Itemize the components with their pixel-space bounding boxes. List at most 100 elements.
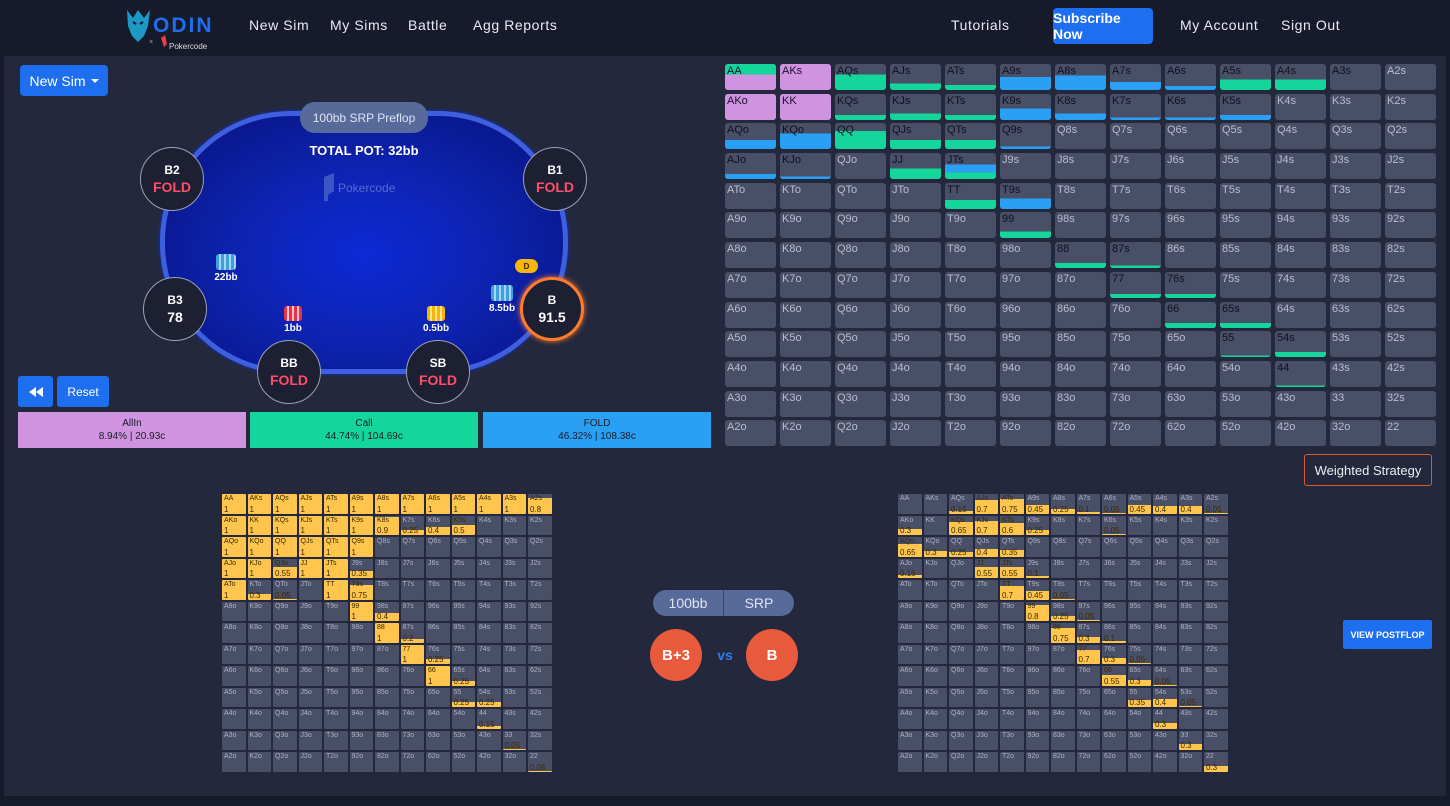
range-cell[interactable]: 43s [1330, 360, 1381, 387]
range-cell[interactable]: T2s [1385, 182, 1436, 209]
range-cell[interactable]: J2s [1385, 153, 1436, 180]
range-cell[interactable]: A6o [725, 301, 776, 328]
range-cell[interactable]: Q4o [835, 360, 886, 387]
subscribe-button[interactable]: Subscribe Now [1053, 8, 1153, 44]
range-cell[interactable]: 74o [1110, 360, 1161, 387]
range-cell[interactable]: Q7s [1110, 123, 1161, 150]
range-cell[interactable]: AKo [725, 93, 776, 120]
range-cell[interactable]: KK [780, 93, 831, 120]
nav-new-sim[interactable]: New Sim [249, 17, 310, 33]
range-cell[interactable]: AA [725, 64, 776, 90]
range-cell[interactable]: Q5o [835, 331, 886, 358]
range-cell[interactable]: J4o [890, 360, 941, 387]
range-cell[interactable]: T6s [1165, 182, 1216, 209]
action-allin[interactable]: AllIn 8.94% | 20.93c [18, 412, 246, 448]
range-cell[interactable]: 96o [1000, 301, 1051, 328]
range-cell[interactable]: T3s [1330, 182, 1381, 209]
nav-tutorials[interactable]: Tutorials [951, 17, 1010, 33]
range-cell[interactable]: Q2s [1385, 123, 1436, 150]
range-cell[interactable]: J2o [890, 420, 941, 447]
range-cell[interactable]: QQ [835, 123, 886, 150]
range-cell[interactable]: 64o [1165, 360, 1216, 387]
range-cell[interactable]: A7o [725, 271, 776, 298]
range-cell[interactable]: JTo [890, 182, 941, 209]
range-cell[interactable]: 52s [1385, 331, 1436, 358]
range-cell[interactable]: 93s [1330, 212, 1381, 239]
range-cell[interactable]: T7o [945, 271, 996, 298]
range-cell[interactable]: 62o [1165, 420, 1216, 447]
range-cell[interactable]: 63s [1330, 301, 1381, 328]
range-cell[interactable]: T4o [945, 360, 996, 387]
range-cell[interactable]: 95s [1220, 212, 1271, 239]
range-cell[interactable]: J7s [1110, 153, 1161, 180]
view-postflop-button[interactable]: VIEW POSTFLOP [1343, 620, 1432, 649]
range-cell[interactable]: 98o [1000, 242, 1051, 269]
range-cell[interactable]: J7o [890, 271, 941, 298]
range-cell[interactable]: 86s [1165, 242, 1216, 269]
range-cell[interactable]: Q8o [835, 242, 886, 269]
range-cell[interactable]: K9s [1000, 93, 1051, 120]
new-sim-dropdown[interactable]: New Sim [20, 65, 108, 96]
range-cell[interactable]: T5o [945, 331, 996, 358]
range-cell[interactable]: J6o [890, 301, 941, 328]
range-cell[interactable]: A2s [1385, 64, 1436, 90]
range-cell[interactable]: AJo [725, 153, 776, 180]
range-cell[interactable]: T5s [1220, 182, 1271, 209]
range-cell[interactable]: 32s [1385, 390, 1436, 417]
range-cell[interactable]: 75s [1220, 271, 1271, 298]
range-cell[interactable]: 65s [1220, 301, 1271, 328]
range-cell[interactable]: 98s [1055, 212, 1106, 239]
range-cell[interactable]: Q6o [835, 301, 886, 328]
range-cell[interactable]: K2o [780, 420, 831, 447]
seat-b2[interactable]: B2 FOLD [140, 147, 204, 211]
range-cell[interactable]: 54s [1275, 331, 1326, 358]
range-cell[interactable]: ATs [945, 64, 996, 90]
range-cell[interactable]: T3o [945, 390, 996, 417]
nav-sign-out[interactable]: Sign Out [1281, 17, 1341, 33]
range-cell[interactable]: AQo [725, 123, 776, 150]
range-cell[interactable]: 73s [1330, 271, 1381, 298]
range-cell[interactable]: T6o [945, 301, 996, 328]
seat-b3[interactable]: B3 78 [143, 277, 207, 341]
range-cell[interactable]: T8s [1055, 182, 1106, 209]
range-cell[interactable]: A5s [1220, 64, 1271, 90]
range-cell[interactable]: QTo [835, 182, 886, 209]
range-cell[interactable]: 87o [1055, 271, 1106, 298]
range-cell[interactable]: K7s [1110, 93, 1161, 120]
range-cell[interactable]: 92o [1000, 420, 1051, 447]
odin-logo[interactable]: ODIN × Pokercode [124, 8, 224, 54]
range-cell[interactable]: 53o [1220, 390, 1271, 417]
range-cell[interactable]: T2o [945, 420, 996, 447]
range-cell[interactable]: KJs [890, 93, 941, 120]
range-cell[interactable]: 43o [1275, 390, 1326, 417]
range-cell[interactable]: 93o [1000, 390, 1051, 417]
range-cell[interactable]: A2o [725, 420, 776, 447]
rewind-button[interactable] [18, 376, 53, 407]
range-cell[interactable]: Q3o [835, 390, 886, 417]
range-cell[interactable]: 82s [1385, 242, 1436, 269]
range-cell[interactable]: KTs [945, 93, 996, 120]
range-cell[interactable]: J6s [1165, 153, 1216, 180]
weighted-strategy-button[interactable]: Weighted Strategy [1304, 454, 1432, 486]
range-cell[interactable]: J5s [1220, 153, 1271, 180]
range-cell[interactable]: K9o [780, 212, 831, 239]
range-cell[interactable]: 22 [1385, 420, 1436, 447]
range-cell[interactable]: J5o [890, 331, 941, 358]
range-cell[interactable]: 73o [1110, 390, 1161, 417]
range-cell[interactable]: 85o [1055, 331, 1106, 358]
range-cell[interactable]: 55 [1220, 331, 1271, 358]
range-cell[interactable]: K5o [780, 331, 831, 358]
range-cell[interactable]: K3o [780, 390, 831, 417]
range-cell[interactable]: K8s [1055, 93, 1106, 120]
range-cell[interactable]: Q5s [1220, 123, 1271, 150]
range-cell[interactable]: K4o [780, 360, 831, 387]
range-cell[interactable]: Q3s [1330, 123, 1381, 150]
range-cell[interactable]: AQs [835, 64, 886, 90]
range-cell[interactable]: 83o [1055, 390, 1106, 417]
range-cell[interactable]: 84s [1275, 242, 1326, 269]
nav-my-sims[interactable]: My Sims [330, 17, 388, 33]
action-fold[interactable]: FOLD 46.32% | 108.38c [483, 412, 711, 448]
range-cell[interactable]: 94o [1000, 360, 1051, 387]
range-cell[interactable]: 76s [1165, 271, 1216, 298]
range-cell[interactable]: 85s [1220, 242, 1271, 269]
